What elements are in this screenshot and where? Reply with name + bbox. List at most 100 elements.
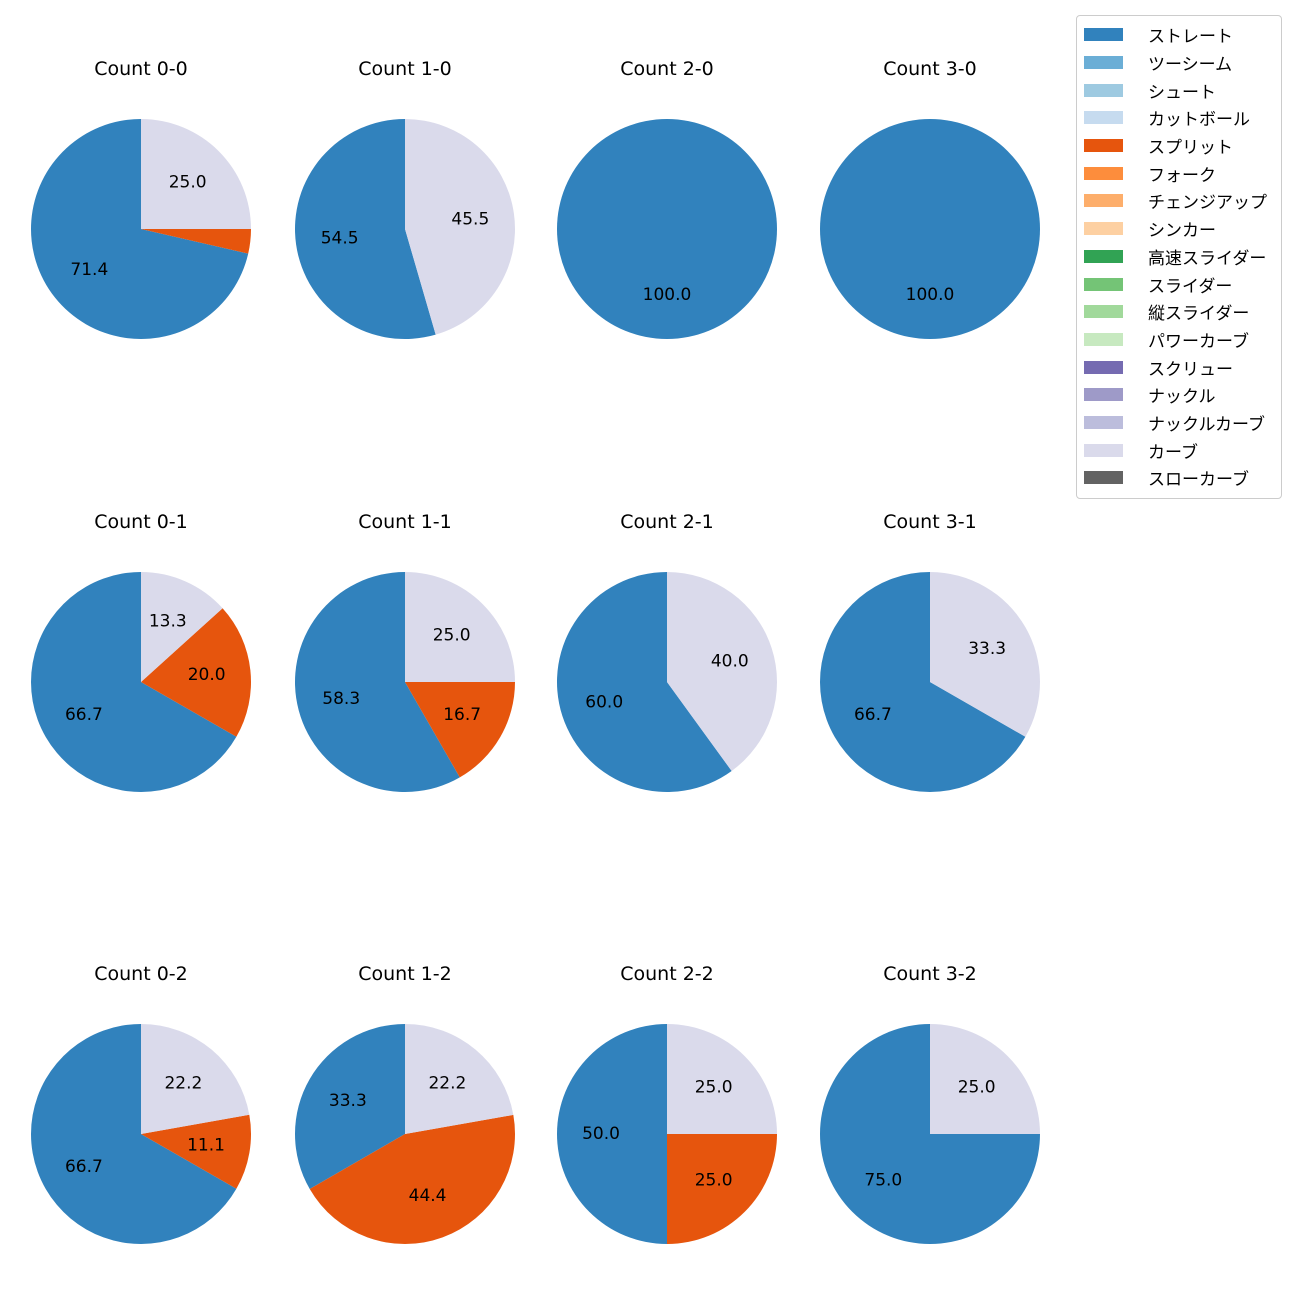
- pie-slice: [930, 572, 1040, 737]
- legend-item: スクリュー: [1077, 353, 1281, 381]
- legend-item: カーブ: [1077, 436, 1281, 464]
- slice-label: 25.0: [695, 1077, 733, 1097]
- slice-label: 100.0: [643, 285, 692, 305]
- pie-slice: [557, 572, 732, 792]
- legend-label: フォーク: [1148, 165, 1216, 186]
- slice-label: 40.0: [711, 652, 749, 672]
- legend-swatch: [1084, 166, 1123, 180]
- pie-chart: Count 0-0 71.4 25.0: [30, 58, 251, 339]
- pie-title: Count 0-1: [94, 511, 188, 533]
- legend-item: チェンジアップ: [1077, 187, 1281, 215]
- pie-slice: [141, 1024, 250, 1134]
- legend-label: シュート: [1148, 82, 1216, 103]
- slice-label: 54.5: [321, 228, 359, 248]
- pie-chart: Count 0-1 66.7 20.0 13.3: [30, 511, 251, 792]
- legend-swatch: [1084, 277, 1123, 291]
- legend-item: ナックルカーブ: [1077, 409, 1281, 437]
- legend: ストレートツーシームシュート カットボール スプリットフォークチェンジアップ シンカー…: [1076, 15, 1282, 499]
- pie-chart: Count 3-1 66.7 33.3: [820, 511, 1040, 792]
- legend-item: ストレート: [1077, 21, 1281, 49]
- slice-label: 13.3: [149, 612, 187, 632]
- pie-chart: Count 1-1 58.3 16.7 25.0: [295, 511, 515, 792]
- pie-slice: [294, 119, 436, 339]
- legend-swatch: [1084, 332, 1123, 346]
- pie-slice: [309, 1114, 515, 1244]
- pie-slice: [141, 119, 251, 229]
- pie-slice: [557, 1024, 667, 1244]
- legend-label: チェンジアップ: [1148, 193, 1267, 214]
- legend-label: ストレート: [1148, 27, 1233, 48]
- legend-label: ツーシーム: [1148, 55, 1233, 76]
- pie-title: Count 0-0: [94, 58, 188, 80]
- pie-title: Count 1-2: [358, 963, 452, 985]
- legend-label: 高速スライダー: [1148, 248, 1267, 269]
- legend-label: シンカー: [1148, 221, 1216, 242]
- slice-label: 25.0: [958, 1077, 996, 1097]
- legend-swatch: [1084, 111, 1123, 125]
- slice-label: 44.4: [409, 1186, 447, 1206]
- pie-slice: [405, 682, 515, 778]
- legend-swatch: [1084, 194, 1123, 208]
- legend-swatch: [1084, 222, 1123, 236]
- slice-label: 75.0: [864, 1171, 902, 1191]
- legend-label: スクリュー: [1148, 359, 1233, 380]
- slice-label: 45.5: [451, 210, 489, 230]
- pie-chart: Count 0-2 66.7 11.1 22.2: [30, 963, 251, 1245]
- pie-chart: Count 2-1 60.0 40.0: [557, 511, 777, 792]
- slice-label: 11.1: [187, 1135, 225, 1155]
- pie-title: Count 1-1: [358, 511, 452, 533]
- slice-label: 58.3: [322, 689, 360, 709]
- slice-label: 100.0: [906, 285, 955, 305]
- legend-item: カットボール: [1077, 104, 1281, 132]
- legend-swatch: [1084, 471, 1123, 485]
- pie-slice: [820, 119, 1040, 339]
- pie-slice: [30, 1024, 237, 1245]
- slice-label: 60.0: [585, 692, 623, 712]
- legend-swatch: [1084, 56, 1123, 70]
- slice-label: 22.2: [428, 1073, 466, 1093]
- legend-item: スプリット: [1077, 132, 1281, 160]
- legend-swatch: [1084, 388, 1123, 402]
- legend-label: ナックル: [1148, 387, 1216, 408]
- pie-title: Count 0-2: [94, 963, 188, 985]
- legend-swatch: [1084, 28, 1123, 42]
- slice-label: 25.0: [433, 625, 471, 645]
- pie-slice: [667, 572, 777, 771]
- pie-slice: [405, 572, 515, 682]
- pie-slice: [30, 572, 237, 792]
- pie-slice: [667, 1024, 777, 1134]
- pie-slice: [294, 1024, 405, 1189]
- slice-label: 71.4: [70, 260, 108, 280]
- pie-chart: Count 3-2 75.0 25.0: [820, 963, 1040, 1244]
- pie-slice: [141, 229, 251, 254]
- slice-label: 33.3: [329, 1091, 367, 1111]
- pie-title: Count 1-0: [358, 58, 452, 80]
- pie-title: Count 3-1: [883, 511, 977, 533]
- legend-item: 高速スライダー: [1077, 243, 1281, 271]
- pie-title: Count 3-2: [883, 963, 977, 985]
- pie-slice: [30, 119, 249, 339]
- pie-slice: [405, 119, 515, 335]
- legend-item: ツーシーム: [1077, 49, 1281, 77]
- pie-title: Count 2-1: [620, 511, 714, 533]
- slice-label: 25.0: [169, 172, 207, 192]
- pie-chart: Count 1-2 33.3 44.4 22.2: [294, 963, 515, 1244]
- legend-label: ナックルカーブ: [1148, 414, 1265, 435]
- slice-label: 66.7: [65, 705, 103, 725]
- slice-label: 33.3: [968, 639, 1006, 659]
- legend-label: パワーカーブ: [1148, 331, 1249, 352]
- pie-slice: [405, 1024, 514, 1134]
- slice-label: 22.2: [164, 1073, 202, 1093]
- slice-label: 66.7: [854, 705, 892, 725]
- legend-swatch: [1084, 249, 1123, 263]
- legend-item: スライダー: [1077, 270, 1281, 298]
- pie-chart: Count 3-0 100.0: [820, 58, 1040, 339]
- legend-item: フォーク: [1077, 159, 1281, 187]
- pie-chart: Count 2-0 100.0: [557, 58, 777, 339]
- legend-item: シュート: [1077, 76, 1281, 104]
- pie-slice: [141, 572, 223, 682]
- legend-swatch: [1084, 415, 1123, 429]
- pie-slice: [141, 608, 251, 737]
- pie-chart: Count 2-2 50.0 25.0 25.0: [557, 963, 777, 1244]
